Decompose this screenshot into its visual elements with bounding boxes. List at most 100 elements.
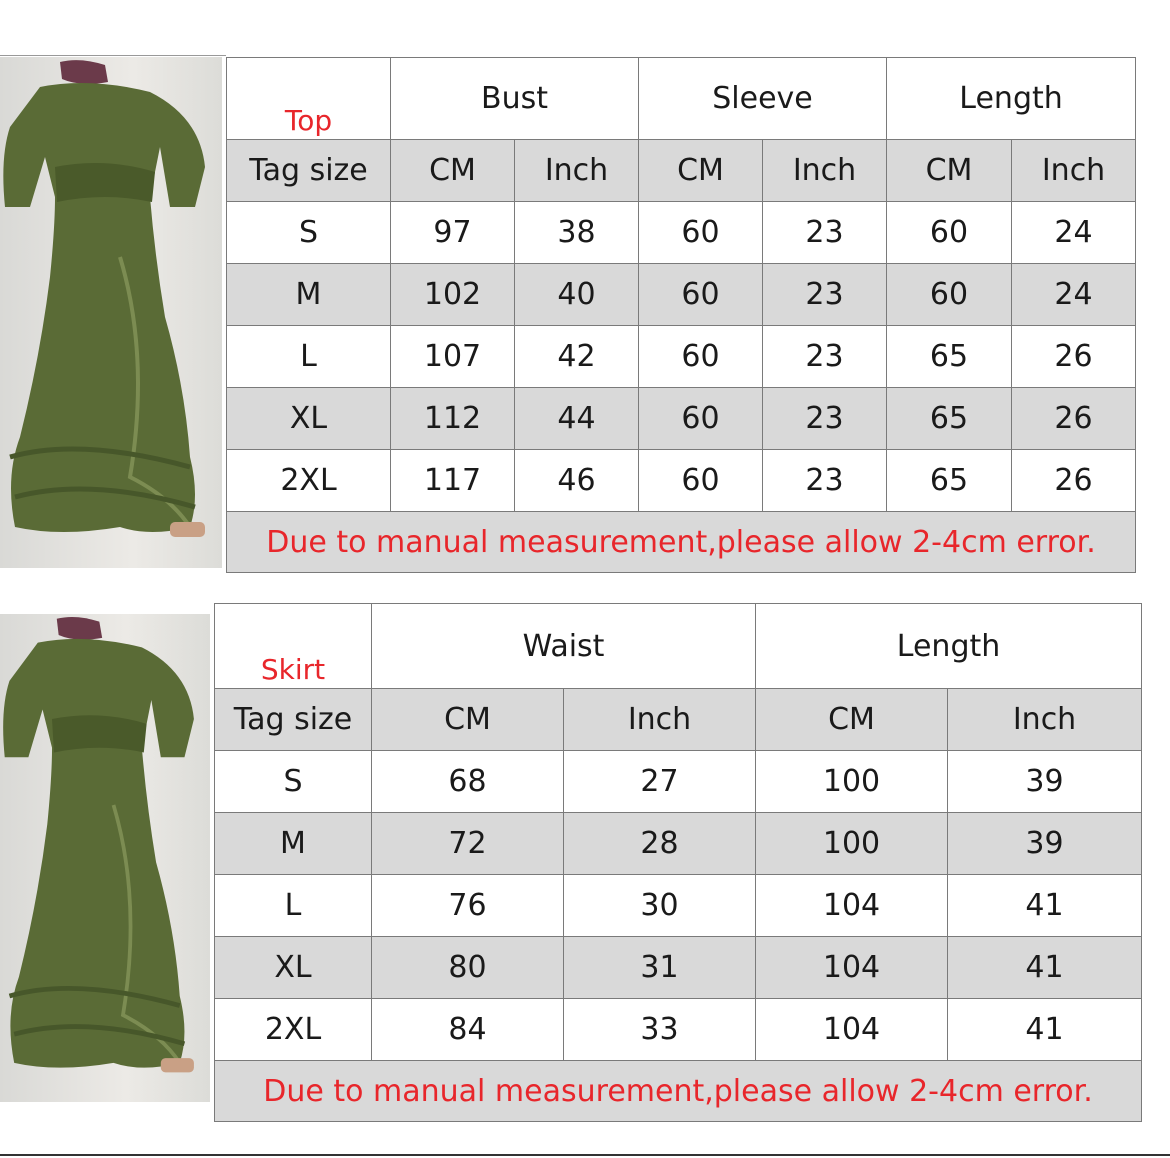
measurement-cell: 104 [755,874,949,937]
size-cell: XL [214,936,372,999]
measurement-cell: 100 [755,750,949,813]
group-header: Length [755,603,1143,689]
size-cell: L [214,874,372,937]
divider [0,1154,1170,1156]
size-cell: M [214,812,372,875]
measurement-cell: 41 [947,998,1143,1061]
group-header: Bust [390,57,639,140]
measurement-cell: 23 [761,263,888,326]
measurement-cell: 38 [514,201,639,264]
chart-label: Top [226,57,391,140]
unit-header: CM [390,139,515,202]
measurement-cell: 60 [886,263,1013,326]
measurement-cell: 41 [947,936,1143,999]
measurement-cell: 100 [755,812,949,875]
tag-size-header: Tag size [226,139,391,202]
measurement-cell: 23 [761,201,888,264]
measurement-cell: 104 [755,936,949,999]
measurement-cell: 97 [390,201,515,264]
table-row: L 76 30 104 41 [214,874,1143,937]
measurement-cell: 27 [562,750,757,813]
product-photo-skirt [0,614,210,1102]
table-row: M 72 28 100 39 [214,812,1143,875]
measurement-cell: 23 [761,325,888,388]
unit-header: Inch [947,688,1143,751]
measurement-cell: 26 [1011,325,1137,388]
size-cell: XL [226,387,391,450]
measurement-cell: 60 [886,201,1013,264]
measurement-cell: 24 [1011,201,1137,264]
measurement-cell: 102 [390,263,515,326]
measurement-cell: 104 [755,998,949,1061]
measurement-cell: 31 [562,936,757,999]
unit-header: CM [755,688,949,751]
table-row: XL 80 31 104 41 [214,936,1143,999]
unit-header: CM [638,139,763,202]
measurement-cell: 44 [514,387,639,450]
measurement-cell: 76 [371,874,564,937]
table-row: L 107 42 60 23 65 26 [226,325,1137,388]
group-header: Length [886,57,1137,140]
measurement-cell: 80 [371,936,564,999]
unit-header: CM [886,139,1013,202]
measurement-cell: 107 [390,325,515,388]
unit-header: CM [371,688,564,751]
measurement-cell: 26 [1011,387,1137,450]
skirt-size-table: Skirt Waist Length Tag size CM Inch CM Inch S 68 2… [213,603,1143,1122]
unit-header-row: Tag size CM Inch CM Inch [214,688,1143,751]
unit-header: Inch [1011,139,1137,202]
table-row: S 68 27 100 39 [214,750,1143,813]
group-header-row: Top Bust Sleeve Length [226,57,1137,140]
table-row: 2XL 117 46 60 23 65 26 [226,449,1137,512]
measurement-cell: 60 [638,387,763,450]
measurement-note: Due to manual measurement,please allow 2… [213,1060,1143,1122]
divider [0,55,226,56]
measurement-cell: 84 [371,998,564,1061]
measurement-cell: 60 [638,449,763,512]
measurement-cell: 30 [562,874,757,937]
unit-header: Inch [761,139,888,202]
table-row: 2XL 84 33 104 41 [214,998,1143,1061]
measurement-cell: 28 [562,812,757,875]
unit-header: Inch [514,139,639,202]
tag-size-header: Tag size [214,688,372,751]
measurement-cell: 41 [947,874,1143,937]
measurement-cell: 26 [1011,449,1137,512]
measurement-cell: 24 [1011,263,1137,326]
note-row: Due to manual measurement,please allow 2… [213,1060,1143,1122]
measurement-cell: 23 [761,387,888,450]
table-row: M 102 40 60 23 60 24 [226,263,1137,326]
measurement-note: Due to manual measurement,please allow 2… [225,511,1137,573]
table-row: S 97 38 60 23 60 24 [226,201,1137,264]
measurement-cell: 46 [514,449,639,512]
measurement-cell: 60 [638,325,763,388]
measurement-cell: 60 [638,201,763,264]
product-photo-top [0,57,222,568]
measurement-cell: 65 [886,387,1013,450]
size-cell: S [214,750,372,813]
measurement-cell: 33 [562,998,757,1061]
measurement-cell: 39 [947,750,1143,813]
measurement-cell: 68 [371,750,564,813]
measurement-cell: 60 [638,263,763,326]
measurement-cell: 42 [514,325,639,388]
size-cell: M [226,263,391,326]
note-row: Due to manual measurement,please allow 2… [225,511,1137,573]
size-cell: 2XL [226,449,391,512]
group-header: Sleeve [637,57,888,140]
measurement-cell: 65 [886,449,1013,512]
chart-label: Skirt [214,603,372,689]
group-header: Waist [370,603,757,689]
measurement-cell: 40 [514,263,639,326]
measurement-cell: 23 [761,449,888,512]
measurement-cell: 112 [390,387,515,450]
size-cell: 2XL [214,998,372,1061]
measurement-cell: 117 [390,449,515,512]
unit-header-row: Tag size CM Inch CM Inch CM Inch [226,139,1137,202]
top-size-table: Top Bust Sleeve Length Tag size CM Inch CM Inch C… [225,57,1137,573]
unit-header: Inch [562,688,757,751]
table-row: XL 112 44 60 23 65 26 [226,387,1137,450]
size-cell: L [226,325,391,388]
measurement-cell: 72 [371,812,564,875]
group-header-row: Skirt Waist Length [214,603,1143,689]
